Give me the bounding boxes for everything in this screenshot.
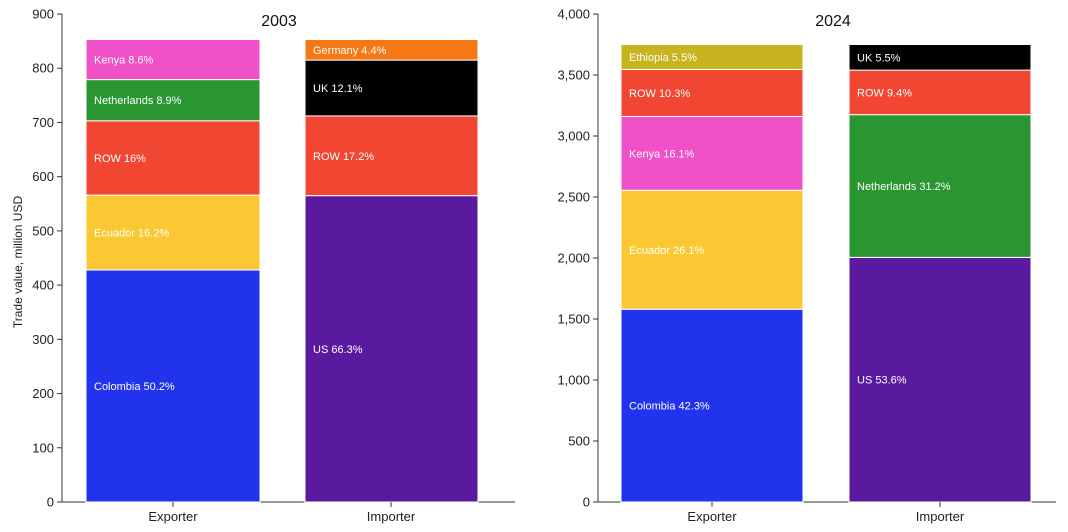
chart-2024-y-tick-label: 4,000 [557,7,590,22]
chart-2003-bar-exporter-ecuador [85,194,261,271]
chart-2003-bar-importer-germany [304,38,479,61]
chart-2003-y-tick-label: 100 [32,440,54,455]
chart-2003-bar-exporter-kenya [85,38,261,81]
chart-2003-y-tick-label: 600 [32,169,54,184]
chart-2003-label-importer-us: US 66.3% [313,344,363,356]
chart-2024-y-tick-label: 3,000 [557,129,590,144]
chart-2003-title: 2003 [261,13,297,30]
chart-2024-y-tick-label: 1,500 [557,312,590,327]
chart-2024-y-tick-label: 2,000 [557,251,590,266]
chart-2003-label-exporter-row: ROW 16% [94,153,146,165]
chart-2024-y-tick-label: 500 [568,434,590,449]
chart-2003-label-importer-uk: UK 12.1% [313,83,363,95]
chart-2003-label-importer-row: ROW 17.2% [313,151,374,163]
chart-2024-x-tick-label-importer: Importer [916,509,965,524]
chart-2003-bar-importer-row [304,115,479,197]
chart-2024-label-importer-uk: UK 5.5% [857,52,901,64]
chart-2003-label-exporter-netherlands: Netherlands 8.9% [94,95,182,107]
chart-2024-y-tick-label: 0 [583,495,590,510]
chart-2024-bar-exporter-ethiopia [620,44,804,71]
chart-2003-y-tick-label: 0 [47,495,54,510]
chart-2024-label-importer-netherlands: Netherlands 31.2% [857,181,951,193]
chart-2003-y-tick-label: 400 [32,278,54,293]
chart-2003-y-tick-label: 800 [32,61,54,76]
chart-2024-x-tick-label-exporter: Exporter [687,509,737,524]
chart-2024-bar-exporter-ecuador [620,189,804,310]
chart-2024-bar-importer-uk [848,44,1032,71]
chart-2003-label-importer-germany: Germany 4.4% [313,45,387,57]
chart-2024-y-tick-label: 1,000 [557,373,590,388]
chart-2024-bar-importer-netherlands [848,114,1032,258]
chart-2003-y-tick-label: 200 [32,386,54,401]
chart-2003-y-tick-label: 500 [32,223,54,238]
chart-2024-bar-importer-row [848,69,1032,116]
chart-2024-label-importer-row: ROW 9.4% [857,87,912,99]
chart-2024-y-tick-label: 3,500 [557,68,590,83]
chart-2003-x-tick-label-exporter: Exporter [148,509,198,524]
chart-2003-bar-exporter-colombia [85,269,261,503]
chart-2024-label-importer-us: US 53.6% [857,375,907,387]
chart-2024-label-exporter-ecuador: Ecuador 26.1% [629,245,704,257]
chart-2003-y-axis-label: Trade value, million USD [11,196,25,329]
chart-2003-bar-importer-uk [304,59,479,117]
chart-2003-y-tick-label: 300 [32,332,54,347]
chart-2024-label-exporter-colombia: Colombia 42.3% [629,401,710,413]
chart-2024-title: 2024 [815,13,851,30]
chart-2024-label-exporter-kenya: Kenya 16.1% [629,148,695,160]
chart-2024-label-exporter-row: ROW 10.3% [629,88,690,100]
chart-2024-bar-exporter-row [620,69,804,117]
chart-2003-label-exporter-kenya: Kenya 8.6% [94,55,154,67]
chart-2024-y-tick-label: 2,500 [557,190,590,205]
chart-2003-y-tick-label: 900 [32,7,54,22]
chart-2024-label-exporter-ethiopia: Ethiopia 5.5% [629,52,697,64]
chart-2003-label-exporter-ecuador: Ecuador 16.2% [94,228,169,240]
chart-2024-bar-importer-us [848,256,1032,503]
chart-2003-y-tick-label: 700 [32,115,54,130]
chart-2003-label-exporter-colombia: Colombia 50.2% [94,381,175,393]
chart-2024-bar-exporter-kenya [620,115,804,191]
chart-2003-x-tick-label-importer: Importer [367,509,416,524]
chart-2024-bar-exporter-colombia [620,308,804,503]
